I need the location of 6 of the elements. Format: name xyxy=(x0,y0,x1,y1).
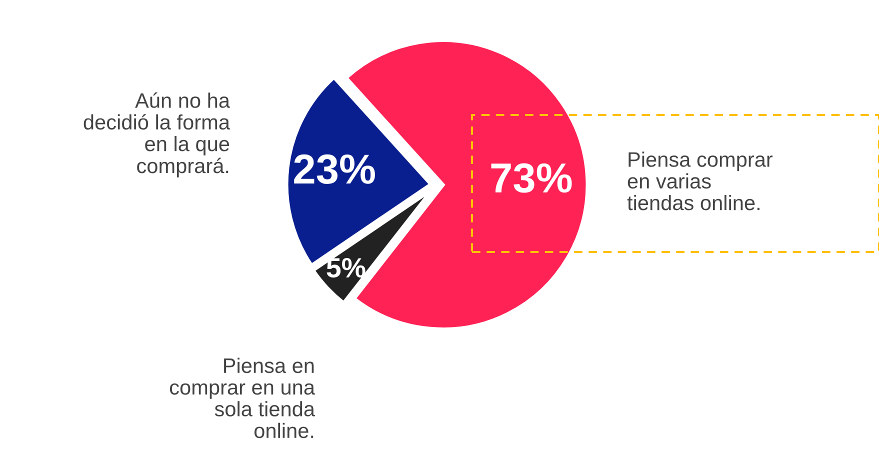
data-label: 23% xyxy=(294,154,375,184)
slice-label: Piensa comprar en varias tiendas online. xyxy=(627,152,773,210)
data-label: 73% xyxy=(491,163,572,193)
slice-label: Piensa en comprar en una sola tienda online. xyxy=(170,358,316,438)
slice-label: Aún no ha decidió la forma en la que comprará. xyxy=(84,92,230,178)
data-label: 5% xyxy=(326,258,366,278)
